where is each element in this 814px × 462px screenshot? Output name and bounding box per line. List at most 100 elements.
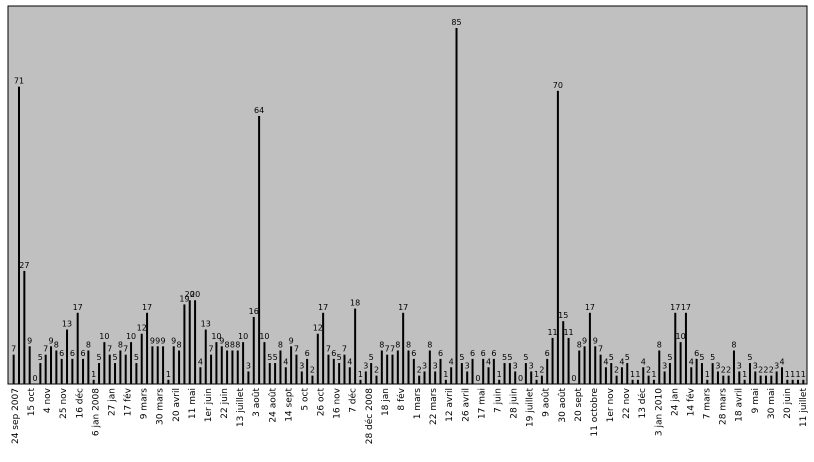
data-label: 0 xyxy=(475,374,480,383)
bar xyxy=(722,375,725,384)
data-label: 1 xyxy=(534,370,539,379)
data-label: 6 xyxy=(694,349,699,358)
data-label: 3 xyxy=(433,361,438,370)
data-label: 0 xyxy=(32,374,37,383)
bar xyxy=(220,346,223,384)
data-label: 5 xyxy=(667,353,672,362)
data-label: 20 xyxy=(190,290,200,299)
bar xyxy=(652,379,655,384)
data-label: 71 xyxy=(14,77,24,86)
bar xyxy=(263,342,266,384)
data-label: 0 xyxy=(518,374,523,383)
data-label: 13 xyxy=(201,320,211,329)
bar xyxy=(316,333,319,384)
bar xyxy=(556,90,559,384)
bar xyxy=(55,350,58,384)
data-label: 5 xyxy=(369,353,374,362)
x-tick-label: 24 sep 2007 xyxy=(11,388,21,444)
data-label: 7 xyxy=(326,345,331,354)
data-label: 6 xyxy=(481,349,486,358)
data-label: 2 xyxy=(539,366,544,375)
bar xyxy=(588,312,591,384)
bar xyxy=(130,342,133,384)
data-label: 5 xyxy=(134,353,139,362)
bar xyxy=(797,379,799,384)
bar xyxy=(690,367,693,384)
x-tick-label: 19 juillet xyxy=(526,388,536,428)
bar xyxy=(50,346,53,384)
bar xyxy=(71,358,74,384)
data-label: 1 xyxy=(801,370,806,379)
plot-area xyxy=(7,5,808,385)
data-label: 7 xyxy=(107,345,112,354)
bar xyxy=(487,367,490,384)
data-label: 8 xyxy=(577,340,582,349)
x-tick-label: 28 mars xyxy=(719,388,729,425)
bar xyxy=(92,379,95,384)
bar xyxy=(524,363,527,384)
bars-group xyxy=(12,28,805,384)
data-label: 8 xyxy=(406,340,411,349)
data-label: 17 xyxy=(681,303,691,312)
bar xyxy=(284,367,287,384)
data-label: 3 xyxy=(737,361,742,370)
bar xyxy=(183,304,186,384)
bar xyxy=(706,379,709,384)
data-label: 2 xyxy=(726,366,731,375)
bar xyxy=(460,363,463,384)
bar xyxy=(210,354,213,384)
x-tick-label: 24 août xyxy=(268,388,278,423)
x-tick-label: 1er juin xyxy=(204,388,214,422)
bar xyxy=(679,342,682,384)
data-label: 1 xyxy=(630,370,635,379)
bar xyxy=(172,346,175,384)
data-label: 4 xyxy=(449,357,454,366)
x-tick-label: 11 octobre xyxy=(590,388,600,437)
bar xyxy=(103,342,106,384)
x-tick-label: 12 avril xyxy=(445,388,455,422)
bar xyxy=(780,367,783,384)
data-label: 2 xyxy=(374,366,379,375)
bar xyxy=(236,350,239,384)
bar xyxy=(743,379,746,384)
x-tick-label: 24 jan xyxy=(670,388,680,416)
data-label: 10 xyxy=(259,332,269,341)
data-label: 9 xyxy=(219,336,224,345)
data-label: 7 xyxy=(390,345,395,354)
bar xyxy=(140,333,143,384)
data-label: 0 xyxy=(571,374,576,383)
bar xyxy=(759,375,762,384)
bar xyxy=(402,312,405,384)
x-tick-label: 3 jan 2010 xyxy=(654,388,664,436)
bar xyxy=(391,354,394,384)
data-label: 17 xyxy=(318,303,328,312)
bar xyxy=(684,312,687,384)
x-tick-label: 16 nov xyxy=(333,387,343,419)
bar xyxy=(695,358,698,384)
data-label: 12 xyxy=(313,324,323,333)
data-label: 9 xyxy=(171,336,176,345)
x-tick-label: 11 mai xyxy=(188,388,198,419)
bar xyxy=(300,371,303,384)
data-label: 3 xyxy=(299,361,304,370)
data-label: 3 xyxy=(753,361,758,370)
data-label: 3 xyxy=(662,361,667,370)
data-label: 6 xyxy=(411,349,416,358)
bar xyxy=(258,115,261,384)
bar xyxy=(60,358,63,384)
bar xyxy=(82,358,85,384)
bar xyxy=(482,358,485,384)
bar xyxy=(151,346,154,384)
data-label: 2 xyxy=(758,366,763,375)
bar xyxy=(23,270,26,384)
data-label: 6 xyxy=(331,349,336,358)
bar xyxy=(418,375,421,384)
bar xyxy=(178,350,181,384)
bar xyxy=(354,308,357,384)
x-tick-label: 3 août xyxy=(252,388,262,417)
data-label: 4 xyxy=(619,357,624,366)
data-label: 2 xyxy=(614,366,619,375)
bar xyxy=(343,354,346,384)
data-label: 5 xyxy=(273,353,278,362)
